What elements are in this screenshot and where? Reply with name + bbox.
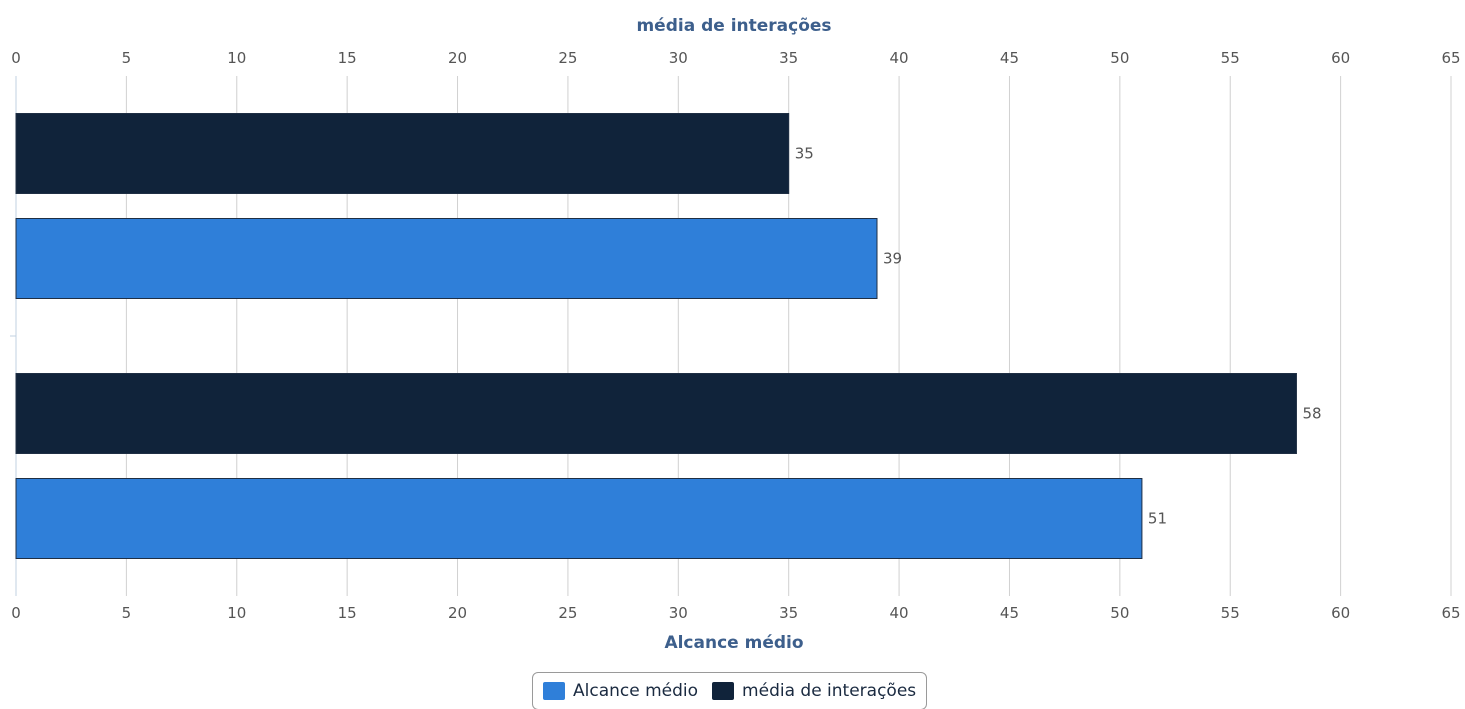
bottom-tick-label-60: 60 bbox=[1331, 604, 1350, 622]
top-tick-label-60: 60 bbox=[1331, 49, 1350, 67]
bar-media-de-interacoes-1[interactable] bbox=[15, 373, 1297, 454]
bar-media-de-interacoes-0[interactable] bbox=[15, 113, 790, 194]
bottom-tick-label-10: 10 bbox=[227, 604, 246, 622]
top-tick-label-55: 55 bbox=[1221, 49, 1240, 67]
legend-swatch-media-de-interacoes bbox=[712, 682, 735, 700]
bar-alcance-medio-1[interactable] bbox=[15, 478, 1143, 559]
top-axis-title: média de interações bbox=[636, 16, 831, 36]
legend-swatch-alcance-medio bbox=[543, 682, 565, 700]
top-tick-label-65: 65 bbox=[1441, 49, 1460, 67]
bars bbox=[15, 113, 1297, 559]
top-tick-label-20: 20 bbox=[448, 49, 467, 67]
bottom-tick-label-30: 30 bbox=[669, 604, 688, 622]
bottom-tick-label-40: 40 bbox=[890, 604, 909, 622]
bottom-tick-label-50: 50 bbox=[1110, 604, 1129, 622]
bottom-tick-label-25: 25 bbox=[558, 604, 577, 622]
bottom-axis-ticks: 0 5 10 15 20 25 30 35 40 45 50 55 60 65 bbox=[11, 604, 1460, 622]
data-label-media-de-interacoes-1: 58 bbox=[1302, 405, 1321, 423]
top-tick-label-0: 0 bbox=[11, 49, 21, 67]
bottom-tick-label-45: 45 bbox=[1000, 604, 1019, 622]
legend-item-media-de-interacoes[interactable]: média de interações bbox=[712, 681, 916, 701]
bottom-tick-label-15: 15 bbox=[338, 604, 357, 622]
top-tick-label-10: 10 bbox=[227, 49, 246, 67]
top-tick-label-35: 35 bbox=[779, 49, 798, 67]
top-tick-label-50: 50 bbox=[1110, 49, 1129, 67]
top-tick-label-25: 25 bbox=[558, 49, 577, 67]
bottom-tick-label-55: 55 bbox=[1221, 604, 1240, 622]
top-tick-label-5: 5 bbox=[122, 49, 132, 67]
top-tick-label-45: 45 bbox=[1000, 49, 1019, 67]
legend: Alcance médio média de interações bbox=[532, 672, 928, 709]
bottom-axis-title: Alcance médio bbox=[664, 633, 803, 653]
bottom-tick-label-35: 35 bbox=[779, 604, 798, 622]
data-label-alcance-medio-1: 51 bbox=[1148, 510, 1167, 528]
bottom-tick-label-65: 65 bbox=[1441, 604, 1460, 622]
top-tick-label-15: 15 bbox=[338, 49, 357, 67]
top-axis-ticks: 0 5 10 15 20 25 30 35 40 45 50 55 60 65 bbox=[11, 49, 1460, 67]
bottom-tick-label-5: 5 bbox=[122, 604, 132, 622]
top-tick-label-40: 40 bbox=[890, 49, 909, 67]
bottom-tick-label-0: 0 bbox=[11, 604, 21, 622]
data-label-media-de-interacoes-0: 35 bbox=[795, 145, 814, 163]
data-labels: 35 58 39 51 bbox=[795, 145, 1322, 528]
bottom-tick-label-20: 20 bbox=[448, 604, 467, 622]
bar-alcance-medio-0[interactable] bbox=[15, 218, 878, 299]
top-tick-label-30: 30 bbox=[669, 49, 688, 67]
data-label-alcance-medio-0: 39 bbox=[883, 250, 902, 268]
legend-label-media-de-interacoes: média de interações bbox=[742, 681, 917, 701]
legend-item-alcance-medio[interactable]: Alcance médio bbox=[543, 681, 698, 701]
legend-label-alcance-medio: Alcance médio bbox=[573, 681, 699, 701]
